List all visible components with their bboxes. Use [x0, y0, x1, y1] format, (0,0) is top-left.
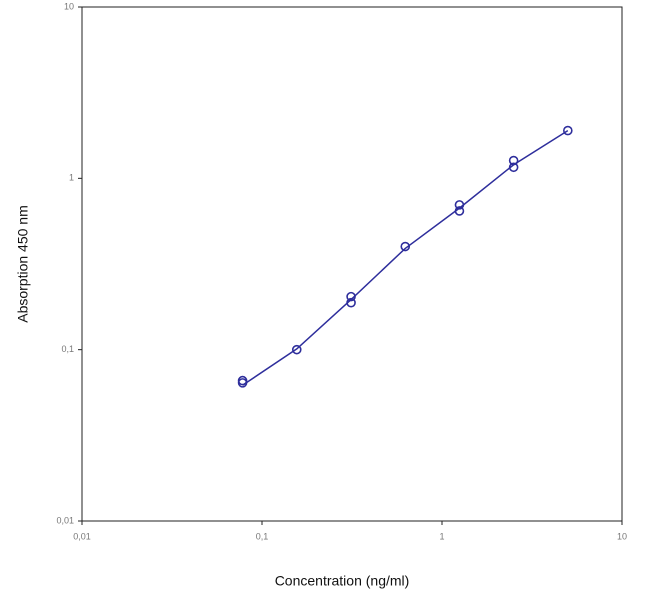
y-axis-label: Absorption 450 nm — [15, 205, 31, 323]
y-tick-label: 0,1 — [61, 344, 74, 354]
data-point — [454, 206, 465, 216]
x-tick-label: 0,01 — [73, 531, 91, 541]
data-point — [291, 344, 302, 355]
data-point — [508, 162, 519, 173]
data-point — [400, 241, 411, 252]
data-point — [563, 125, 573, 136]
fit-line — [242, 129, 569, 386]
data-point — [508, 155, 519, 166]
data-point — [346, 297, 356, 308]
data-point — [237, 378, 248, 388]
data-point — [346, 291, 356, 302]
plot-frame — [81, 6, 623, 522]
y-tick-label: 10 — [64, 1, 74, 11]
y-tick-label: 1 — [69, 173, 74, 183]
x-tick-label: 10 — [617, 531, 627, 541]
x-axis-label: Concentration (ng/ml) — [275, 573, 410, 589]
x-tick-label: 0,1 — [256, 531, 269, 541]
x-tick-label: 1 — [439, 531, 444, 541]
data-point — [454, 200, 465, 210]
y-tick-label: 0,01 — [56, 515, 74, 525]
